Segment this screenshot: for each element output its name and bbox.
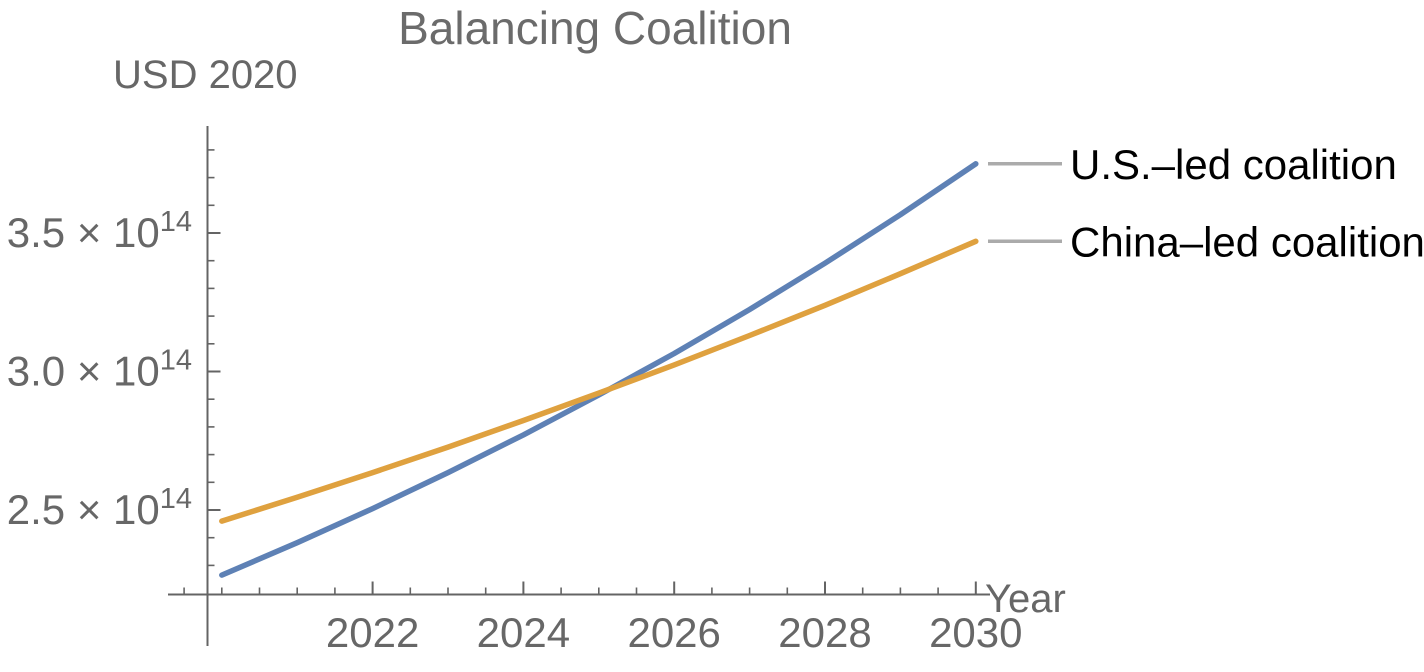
y-axis-label: USD 2020 [113, 53, 298, 97]
x-tick-label: 2024 [477, 609, 570, 656]
series-line-china-led [219, 238, 979, 524]
axes-group: 2022 2024 2026 2028 2030 2.5 × 1014 3.0 × 1014… [7, 126, 1023, 656]
x-tick-label: 2030 [929, 609, 1022, 656]
x-axis-label: Year [985, 577, 1066, 621]
plot-lines-group [219, 161, 979, 578]
y-tick-exponent: 14 [160, 483, 192, 515]
x-tick-label: 2026 [627, 609, 720, 656]
legend-label-us-led-coalition: U.S.–led coalition [1070, 141, 1397, 188]
legend-callouts-group [988, 162, 1062, 244]
chart-title: Balancing Coalition [398, 2, 792, 54]
legend-label-china-led-coalition: China–led coalition [1070, 218, 1424, 265]
y-tick-label: 3.5 × 1014 [7, 206, 192, 256]
x-tick-label: 2028 [778, 609, 871, 656]
y-tick-label: 3.0 × 1014 [7, 345, 192, 395]
y-tick-label: 2.5 × 1014 [7, 483, 192, 533]
series-line-us-led [219, 161, 979, 578]
x-tick-label: 2022 [326, 609, 419, 656]
y-tick-exponent: 14 [160, 345, 192, 377]
y-tick-exponent: 14 [160, 206, 192, 238]
